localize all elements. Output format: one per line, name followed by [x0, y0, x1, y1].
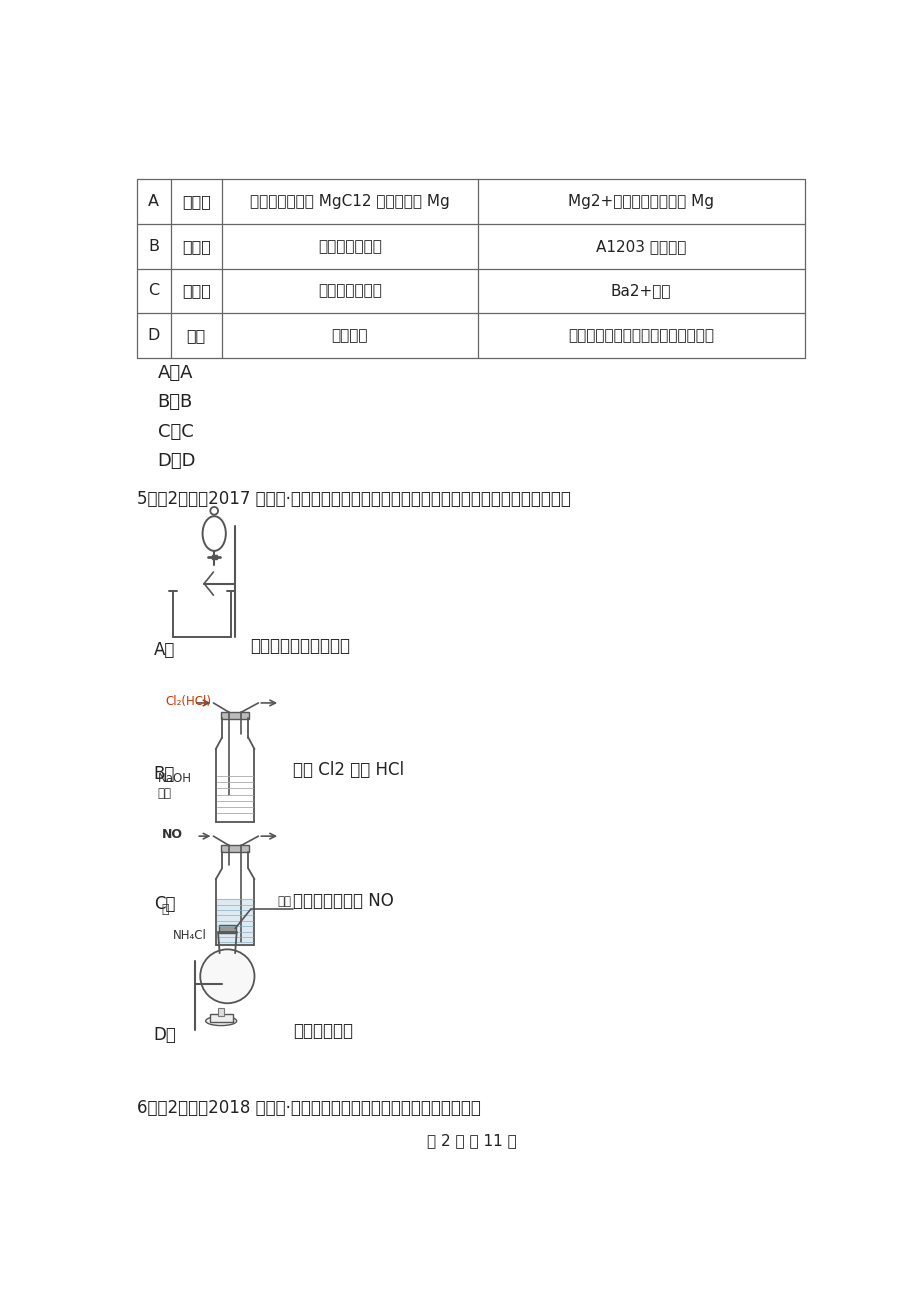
Text: A: A [148, 194, 159, 210]
Text: Ba2+无毒: Ba2+无毒 [610, 284, 671, 298]
Text: 分离碗酒中的碘和酒精: 分离碗酒中的碘和酒精 [250, 638, 350, 655]
Text: NO: NO [162, 828, 182, 841]
Text: 水: 水 [162, 904, 169, 917]
Text: B．: B． [153, 764, 175, 783]
Text: 棉花: 棉花 [278, 896, 291, 909]
Text: C．C: C．C [157, 423, 193, 440]
Text: C．: C． [153, 896, 175, 914]
Bar [211, 555, 216, 560]
Text: A1203 燕点很高: A1203 燕点很高 [596, 238, 686, 254]
Text: 作消毒剂: 作消毒剂 [331, 328, 368, 344]
Text: 氧化铝: 氧化铝 [182, 238, 210, 254]
Bar [219, 924, 235, 934]
Ellipse shape [200, 949, 255, 1004]
Text: NaOH
溶液: NaOH 溶液 [157, 772, 191, 801]
Text: 第 2 页 共 11 页: 第 2 页 共 11 页 [426, 1133, 516, 1148]
Bar [221, 845, 249, 853]
Text: 排水集气法收集 NO: 排水集气法收集 NO [293, 892, 393, 910]
Bar [218, 1008, 224, 1016]
Text: 氯化镁: 氯化镁 [182, 194, 210, 210]
Text: D: D [147, 328, 160, 344]
Text: 制作耗高温材料: 制作耗高温材料 [318, 238, 381, 254]
Text: 5．（2分）（2017 高一上·黄陵期末）下列装置所示的实验中，能达到实验目的是（　　）: 5．（2分）（2017 高一上·黄陵期末）下列装置所示的实验中，能达到实验目的是… [137, 490, 570, 508]
Text: 6．（2分）（2018 高一下·海安期末）下列化学用语正确的是（　　）: 6．（2分）（2018 高一下·海安期末）下列化学用语正确的是（ ） [137, 1099, 480, 1117]
Text: B．B: B．B [157, 393, 193, 411]
Ellipse shape [206, 1017, 236, 1026]
Text: A．: A． [153, 642, 175, 659]
Text: 实验室制氨气: 实验室制氨气 [293, 1022, 353, 1040]
Text: NH₄Cl: NH₄Cl [173, 928, 207, 941]
Bar [210, 1014, 233, 1022]
Bar [221, 712, 249, 719]
Text: C: C [148, 284, 159, 298]
Text: 用惹性电极电解 MgC12 溶液可冶炼 Mg: 用惹性电极电解 MgC12 溶液可冶炼 Mg [250, 194, 449, 210]
Text: 明虉: 明虉 [187, 328, 206, 344]
Text: D．D: D．D [157, 452, 196, 470]
Text: D．: D． [153, 1026, 176, 1044]
Text: A．A: A．A [157, 365, 193, 383]
Text: 硫酸钒: 硫酸钒 [182, 284, 210, 298]
Text: 明虉水解产生具有吸附性的胶体粒子: 明虉水解产生具有吸附性的胶体粒子 [568, 328, 713, 344]
Text: 除去 Cl2 中的 HCl: 除去 Cl2 中的 HCl [293, 760, 404, 779]
Text: Cl₂(HCl): Cl₂(HCl) [165, 695, 211, 708]
Text: Mg2+在阴极得电子生成 Mg: Mg2+在阴极得电子生成 Mg [568, 194, 713, 210]
Text: B: B [148, 238, 159, 254]
Text: 医学上用做钒餐: 医学上用做钒餐 [318, 284, 381, 298]
